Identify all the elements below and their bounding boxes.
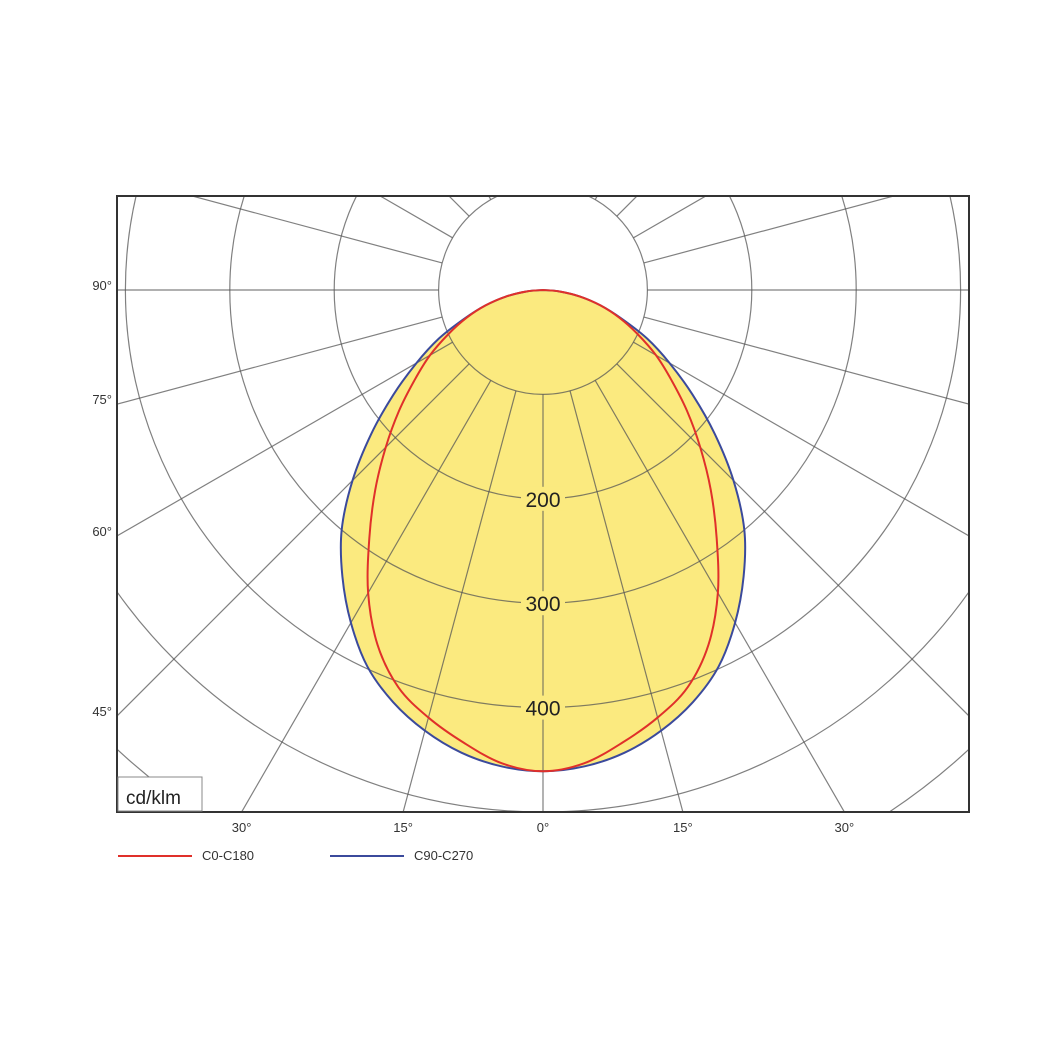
ring-label-bg xyxy=(521,591,565,616)
angle-tick-labels: 90° 75° 60° 45° 30° 15° 0° 15° 30° xyxy=(92,278,854,835)
grid-spoke xyxy=(643,316,969,405)
grid-spoke xyxy=(189,196,443,264)
bottom-tick-label: 30° xyxy=(835,820,855,835)
plot-frame xyxy=(116,195,970,813)
grid-spoke xyxy=(569,390,684,812)
legend-label: C0-C180 xyxy=(202,848,254,863)
left-tick-label: 75° xyxy=(92,392,112,407)
ring-label-bg xyxy=(521,695,565,720)
bottom-tick-label: 15° xyxy=(393,820,413,835)
grid-spoke xyxy=(402,390,517,812)
bottom-tick-label: 30° xyxy=(232,820,252,835)
left-tick-label: 45° xyxy=(92,704,112,719)
bottom-tick-label: 0° xyxy=(537,820,549,835)
ring-label-300: 300 xyxy=(525,593,560,616)
grid-spoke xyxy=(240,380,492,812)
unit-label-box: cd/klm xyxy=(117,776,203,812)
left-tick-label: 60° xyxy=(92,524,112,539)
grid-spoke xyxy=(633,341,969,537)
ring-label-bg xyxy=(521,486,565,511)
grid-spoke xyxy=(117,341,453,537)
ring-labels: 200 300 400 xyxy=(521,486,565,721)
series-c0-c180 xyxy=(366,288,720,773)
grid-spoke xyxy=(643,196,897,264)
series-curves xyxy=(339,288,747,773)
unit-label: cd/klm xyxy=(126,788,181,809)
bottom-tick-label: 15° xyxy=(673,820,693,835)
legend-label: C90-C270 xyxy=(414,848,473,863)
grid-spoke xyxy=(594,380,846,812)
ring-label-200: 200 xyxy=(525,489,560,512)
ring-label-400: 400 xyxy=(525,698,560,721)
legend: C0-C180 C90-C270 xyxy=(118,848,473,863)
grid-spoke xyxy=(117,316,443,405)
left-tick-label: 90° xyxy=(92,278,112,293)
